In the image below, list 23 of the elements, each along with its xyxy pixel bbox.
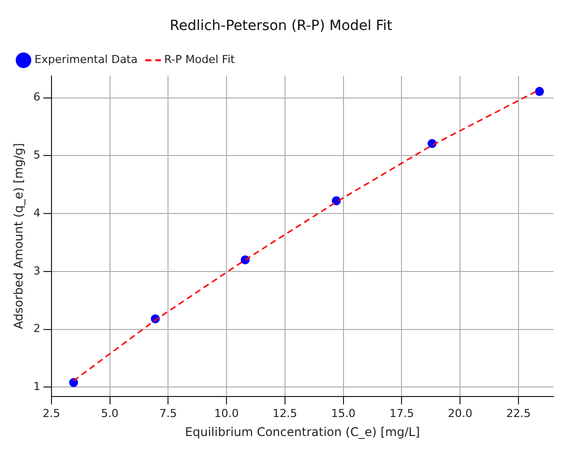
x-axis-title: Equilibrium Concentration (C_e) [mg/L] xyxy=(185,424,420,439)
point xyxy=(428,139,437,148)
point xyxy=(534,86,544,96)
point xyxy=(69,378,78,388)
y-tick-label: 3 xyxy=(33,264,40,278)
x-tick-label: 12.5 xyxy=(272,406,298,420)
x-tick-label: 17.5 xyxy=(389,406,414,420)
legend-label: R-P Model Fit xyxy=(164,53,236,66)
x-tick-label: 2.5 xyxy=(42,406,60,420)
legend-label: Experimental Data xyxy=(34,53,138,66)
x-tick-label: 7.5 xyxy=(159,406,177,420)
y-tick-label: 1 xyxy=(33,380,40,393)
y-axis-title: Adsorbed Amount (q_e) [mg/g] xyxy=(11,143,26,330)
y-tick-label: 2 xyxy=(33,322,40,336)
chart-title: Redlich-Peterson (R-P) Model Fit xyxy=(170,18,393,34)
x-tick-label: 10.0 xyxy=(214,406,239,420)
x-tick-label: 15.0 xyxy=(331,406,356,420)
x-tick-label: 5.0 xyxy=(101,406,119,420)
y-tick-label: 5 xyxy=(33,148,40,162)
y-tick-label: 6 xyxy=(33,90,40,104)
y-tick-label: 4 xyxy=(33,206,40,220)
x-tick-label: 20.0 xyxy=(448,406,472,420)
x-tick-label: 22.5 xyxy=(506,406,531,420)
